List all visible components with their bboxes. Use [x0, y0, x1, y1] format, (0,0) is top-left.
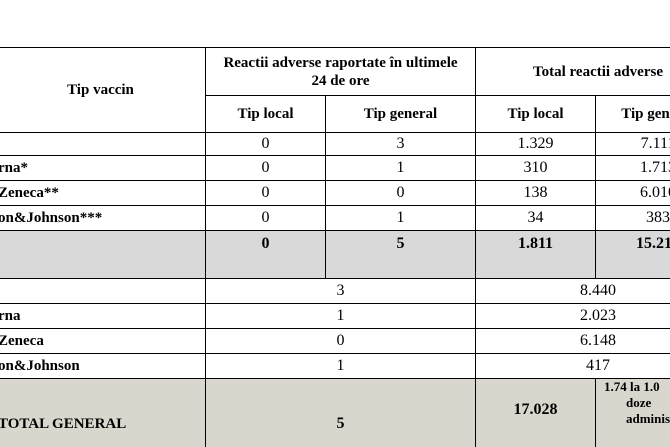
table-cell: 0 — [205, 328, 476, 354]
table-cell: 1 — [205, 303, 476, 329]
table-cell: 3 — [205, 278, 476, 304]
total-cell: 1.811 — [475, 230, 596, 279]
table-cell: 6.010 — [595, 180, 670, 206]
table-cell: rna* — [0, 155, 206, 181]
table-cell: 0 — [205, 205, 326, 231]
header-cell: Tip local — [205, 95, 326, 133]
grand-total-note: 1.74 la 1.0dozeadministr — [595, 378, 670, 447]
header-cell: Reactii adverse raportate în ultimele 24… — [205, 47, 476, 96]
table-cell: on&Johnson — [0, 353, 206, 379]
table-cell: 0 — [325, 180, 476, 206]
grand-total-cell: TOTAL GENERAL — [0, 378, 206, 447]
grand-total-cell: 5 — [205, 378, 476, 447]
grand-total-cell: 17.028 — [475, 378, 596, 447]
table-cell: 8.440 — [475, 278, 670, 304]
header-cell: Tip local — [475, 95, 596, 133]
header-cell: Tip general — [595, 95, 670, 133]
table-cell: 3 — [325, 132, 476, 156]
total-cell: 15.217 — [595, 230, 670, 279]
table-cell: on&Johnson*** — [0, 205, 206, 231]
table-cell: 1 — [325, 205, 476, 231]
table-cell — [0, 132, 206, 156]
header-cell: Tip general — [325, 95, 476, 133]
table-cell: 0 — [205, 180, 326, 206]
table-cell: 1.329 — [475, 132, 596, 156]
note-line: administr — [626, 411, 670, 426]
table-cell: Zeneca** — [0, 180, 206, 206]
table-cell: 310 — [475, 155, 596, 181]
note-line: doze — [626, 395, 652, 410]
total-cell: 0 — [205, 230, 326, 279]
table-cell: 34 — [475, 205, 596, 231]
table-cell: 2.023 — [475, 303, 670, 329]
header-cell: Tip vaccin — [0, 47, 206, 133]
table-cell: 1 — [205, 353, 476, 379]
total-cell: 5 — [325, 230, 476, 279]
table-cell — [0, 278, 206, 304]
table-cell: rna — [0, 303, 206, 329]
table-cell: Zeneca — [0, 328, 206, 354]
table-cell: 138 — [475, 180, 596, 206]
table-cell: 383 — [595, 205, 670, 231]
table-cell: 1.713 — [595, 155, 670, 181]
table-cell: 7.111 — [595, 132, 670, 156]
header-cell: Total reactii adverse — [475, 47, 670, 96]
table-cell: 0 — [205, 132, 326, 156]
table-cell: 0 — [205, 155, 326, 181]
table-cell: 1 — [325, 155, 476, 181]
total-cell — [0, 230, 206, 279]
table-cell: 417 — [475, 353, 670, 379]
note-line: 1.74 la 1.0 — [604, 379, 660, 394]
table-cell: 6.148 — [475, 328, 670, 354]
